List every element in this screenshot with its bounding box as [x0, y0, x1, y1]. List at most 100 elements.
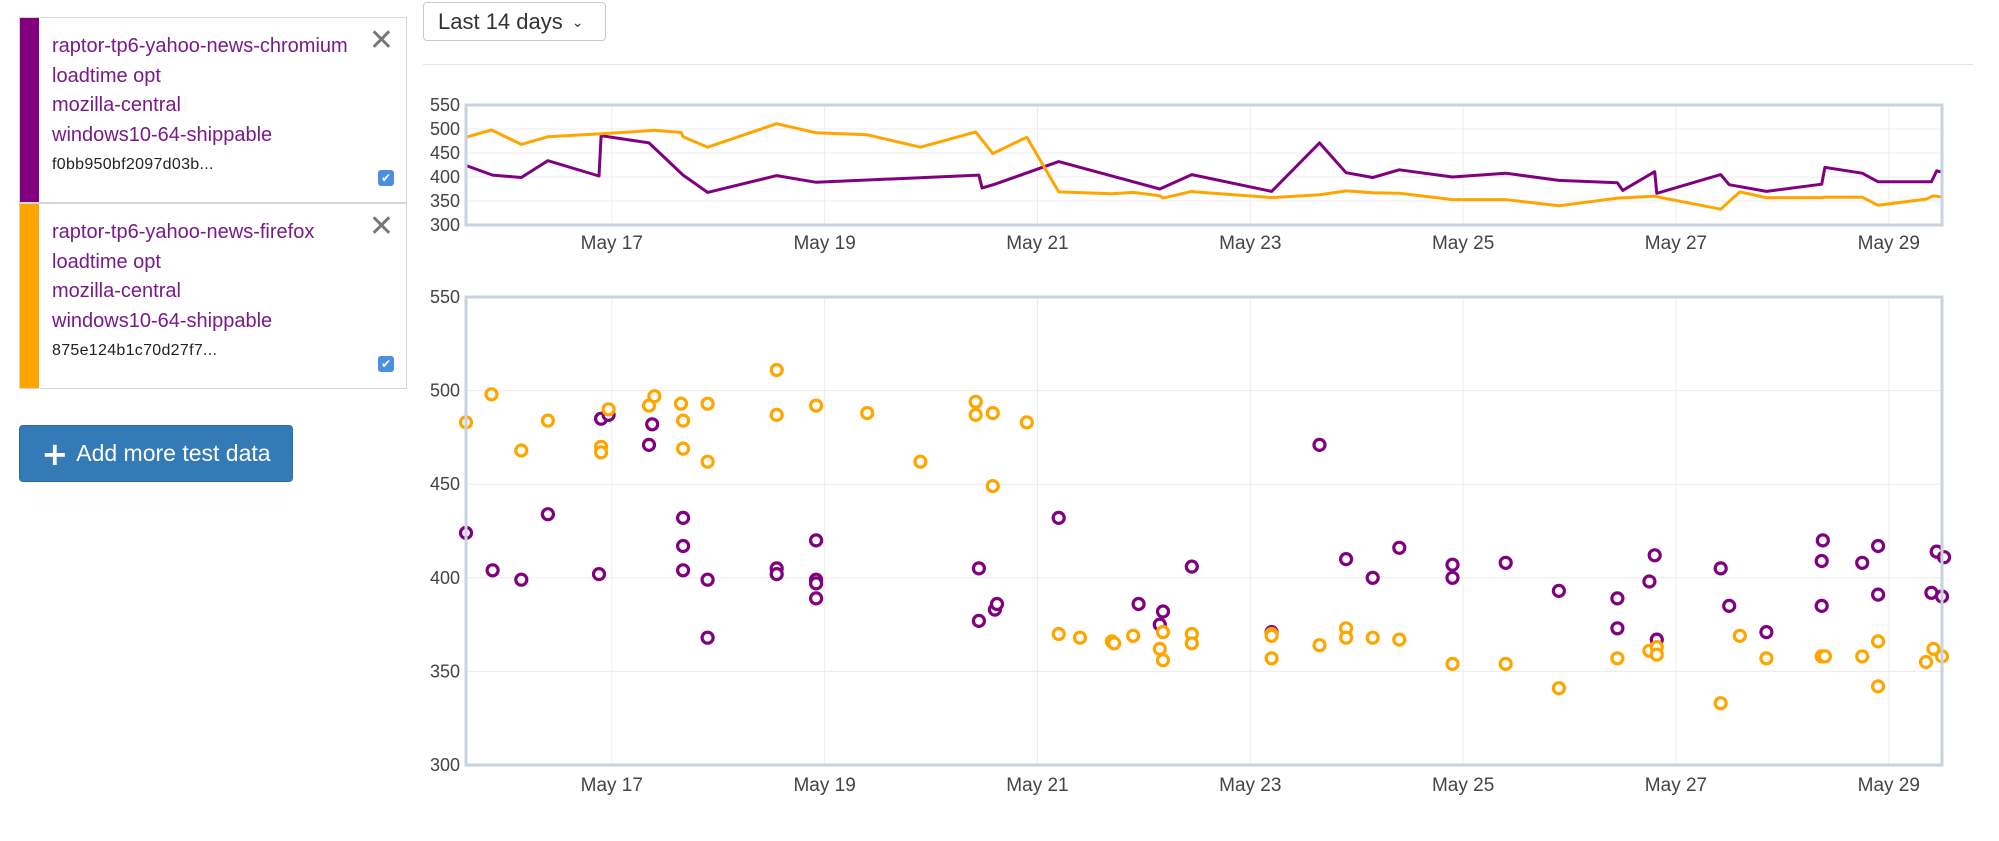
main-data-point[interactable]	[1264, 628, 1279, 643]
main-data-point[interactable]	[1817, 649, 1833, 664]
main-data-point[interactable]	[1155, 604, 1171, 619]
main-data-point[interactable]	[484, 387, 499, 402]
main-data-point[interactable]	[1392, 632, 1407, 647]
main-data-point[interactable]	[1610, 591, 1625, 606]
main-data-point[interactable]	[1814, 598, 1829, 613]
main-data-point[interactable]	[1051, 510, 1066, 525]
main-data-point[interactable]	[1815, 533, 1830, 548]
main-data-point[interactable]	[1498, 656, 1513, 671]
main-data-point[interactable]	[1445, 557, 1460, 572]
main-data-point[interactable]	[1551, 583, 1567, 598]
main-data-point[interactable]	[1855, 555, 1870, 570]
main-data-point[interactable]	[1392, 540, 1407, 555]
legend-test-name[interactable]: raptor-tp6-yahoo-news-firefox	[52, 221, 315, 243]
main-data-point[interactable]	[1152, 641, 1167, 656]
main-data-point[interactable]	[1498, 555, 1513, 570]
main-data-point[interactable]	[594, 445, 609, 460]
main-data-point[interactable]	[1126, 628, 1141, 643]
main-data-point[interactable]	[989, 596, 1005, 612]
main-data-point[interactable]	[1814, 553, 1829, 569]
main-data-point[interactable]	[1365, 570, 1380, 585]
main-data-point[interactable]	[514, 572, 529, 587]
main-data-point[interactable]	[676, 563, 691, 578]
main-data-point[interactable]	[1155, 653, 1171, 668]
main-data-point[interactable]	[1855, 649, 1870, 664]
remove-series-icon[interactable]: ✕	[368, 23, 394, 58]
main-data-point[interactable]	[1732, 628, 1747, 643]
main-data-point[interactable]	[1184, 636, 1199, 651]
main-data-point[interactable]	[809, 398, 824, 413]
main-data-point[interactable]	[601, 402, 616, 417]
visibility-checkbox[interactable]: ✔	[378, 170, 394, 186]
main-data-point[interactable]	[540, 507, 556, 522]
main-data-point[interactable]	[1445, 656, 1460, 671]
main-data-point[interactable]	[985, 406, 1000, 421]
main-data-point[interactable]	[1365, 630, 1380, 645]
main-data-point[interactable]	[1072, 630, 1088, 645]
main-data-point[interactable]	[485, 563, 500, 578]
main-data-point[interactable]	[1610, 621, 1625, 636]
main-data-point[interactable]	[860, 406, 875, 421]
main-data-point[interactable]	[769, 407, 784, 422]
main-data-point[interactable]	[1642, 574, 1657, 589]
main-data-point[interactable]	[1155, 625, 1171, 640]
main-data-point[interactable]	[1870, 587, 1886, 602]
main-data-point[interactable]	[514, 443, 529, 458]
main-data-point[interactable]	[1312, 638, 1327, 653]
main-data-point[interactable]	[1870, 679, 1886, 694]
main-data-point[interactable]	[645, 417, 660, 432]
main-data-point[interactable]	[700, 396, 715, 411]
main-data-point[interactable]	[1312, 437, 1327, 452]
main-data-point[interactable]	[809, 533, 824, 548]
main-data-point[interactable]	[1918, 654, 1934, 670]
main-data-point[interactable]	[1647, 548, 1662, 563]
main-data-point[interactable]	[1936, 550, 1952, 565]
main-data-point[interactable]	[700, 454, 715, 469]
main-data-point[interactable]	[1713, 561, 1728, 576]
main-data-point[interactable]	[540, 413, 556, 428]
main-data-point[interactable]	[1338, 630, 1354, 645]
main-data-point[interactable]	[1019, 415, 1034, 430]
main-data-point[interactable]	[913, 454, 928, 469]
time-range-select[interactable]: Last 14 days ⌄	[423, 2, 606, 41]
legend-test-name[interactable]: raptor-tp6-yahoo-news-chromium	[52, 35, 348, 57]
remove-series-icon[interactable]: ✕	[368, 209, 394, 244]
main-data-point[interactable]	[676, 538, 691, 554]
add-test-data-button[interactable]: + Add more test data	[19, 425, 293, 482]
main-data-point[interactable]	[968, 407, 983, 422]
main-data-point[interactable]	[676, 510, 691, 525]
main-data-point[interactable]	[971, 561, 987, 576]
main-data-point[interactable]	[700, 572, 715, 587]
overview-chart[interactable]: 300 350 400 450 500 550 May 17 May 19 May 21 May …	[423, 95, 1983, 265]
main-data-point[interactable]	[641, 437, 657, 452]
main-data-point[interactable]	[1722, 598, 1737, 613]
main-data-point[interactable]	[769, 567, 784, 582]
main-data-point[interactable]	[1131, 596, 1146, 612]
main-data-point[interactable]	[769, 362, 784, 378]
main-chart[interactable]: 300 350 400 450 500 550 May 17 May 19 May 21 May …	[423, 285, 1983, 805]
main-data-point[interactable]	[647, 389, 662, 404]
main-data-point[interactable]	[1106, 636, 1122, 651]
main-data-point[interactable]	[1338, 552, 1354, 567]
main-data-point[interactable]	[1184, 559, 1199, 574]
main-data-point[interactable]	[673, 396, 689, 411]
main-data-point[interactable]	[676, 413, 691, 428]
main-data-point[interactable]	[809, 576, 824, 591]
main-data-point[interactable]	[676, 441, 691, 456]
main-data-point[interactable]	[1445, 570, 1460, 585]
main-data-point[interactable]	[1870, 538, 1886, 554]
main-data-point[interactable]	[985, 479, 1000, 494]
main-data-point[interactable]	[591, 567, 607, 582]
main-data-point[interactable]	[1649, 647, 1664, 662]
main-data-point[interactable]	[1051, 626, 1066, 642]
main-data-point[interactable]	[1610, 651, 1625, 666]
main-data-point[interactable]	[1870, 634, 1886, 649]
main-data-point[interactable]	[809, 591, 824, 606]
main-data-point[interactable]	[1551, 681, 1567, 696]
main-data-point[interactable]	[1264, 651, 1279, 666]
main-data-point[interactable]	[700, 630, 715, 645]
main-data-point[interactable]	[971, 613, 987, 628]
main-data-point[interactable]	[968, 394, 983, 409]
main-data-point[interactable]	[1759, 651, 1774, 666]
visibility-checkbox[interactable]: ✔	[378, 356, 394, 372]
